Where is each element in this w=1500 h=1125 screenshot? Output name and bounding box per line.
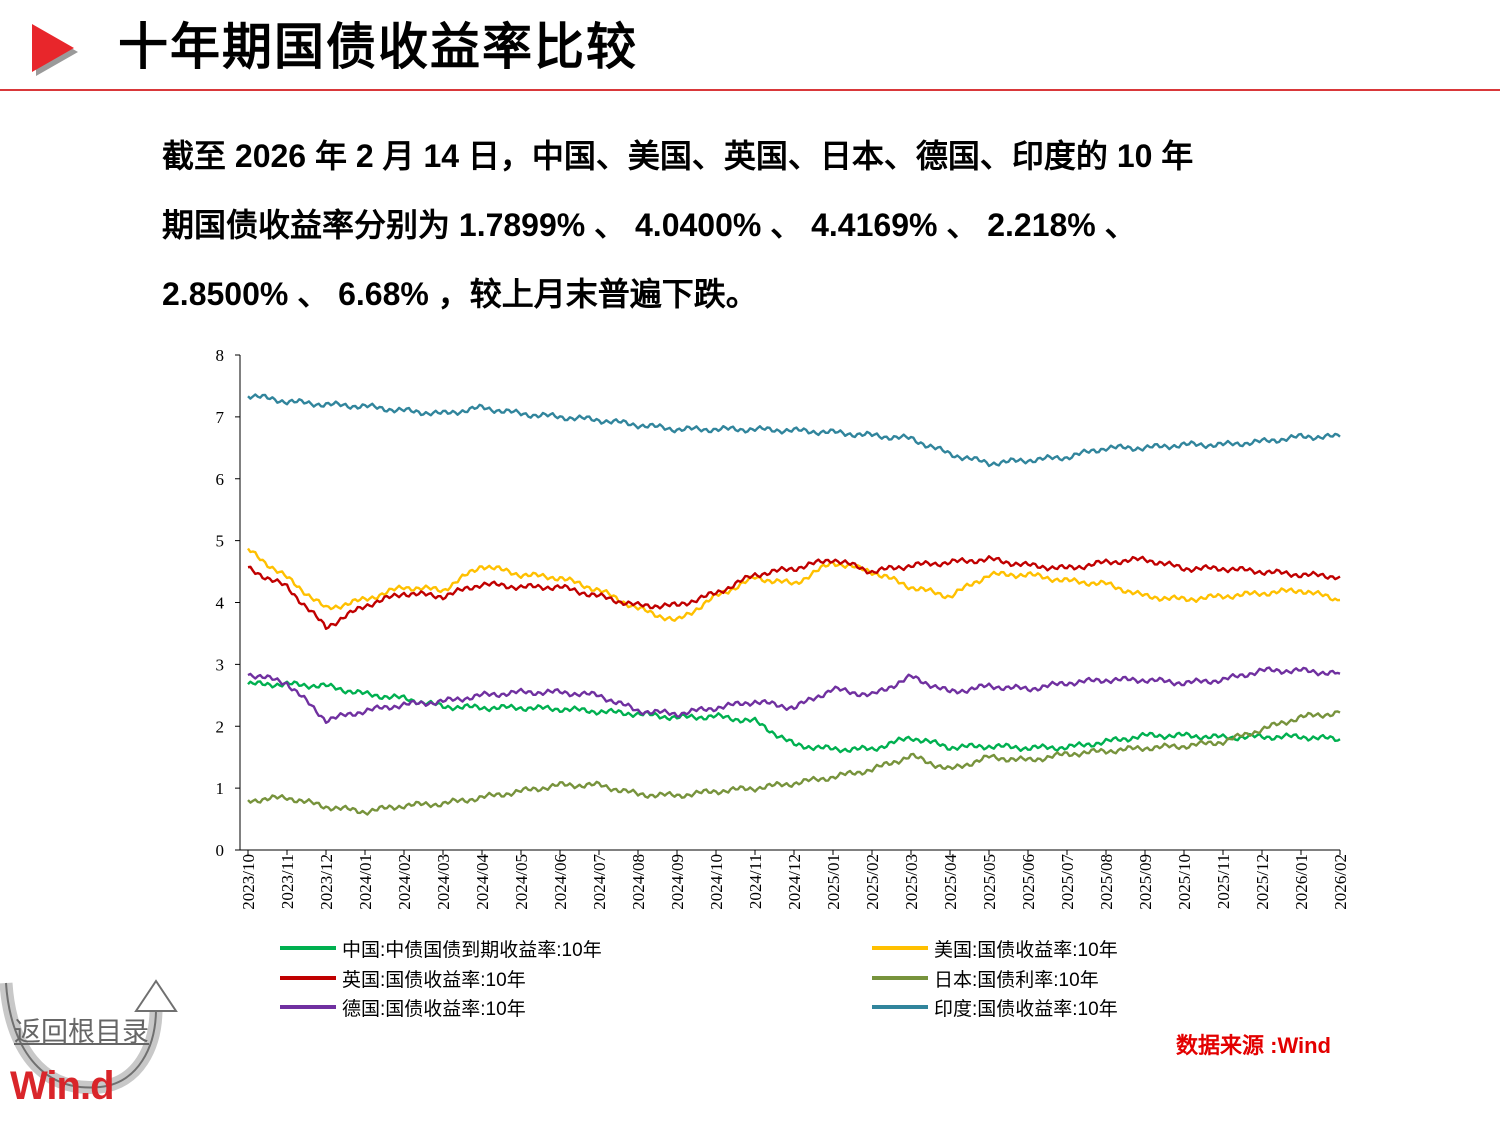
y-tick-label: 5: [216, 532, 225, 551]
curved-return-arrow-icon: [0, 979, 178, 1094]
x-tick-label: 2024/07: [590, 854, 609, 910]
x-tick-label: 2024/10: [707, 854, 726, 910]
play-triangle-icon: [32, 24, 78, 76]
y-tick-label: 4: [216, 594, 225, 613]
x-tick-label: 2025/06: [1019, 854, 1038, 910]
legend-item-5: 印度:国债收益率:10年: [872, 993, 1118, 1021]
legend-label: 印度:国债收益率:10年: [934, 998, 1118, 1020]
legend-swatch: [872, 946, 928, 950]
x-tick-label: 2024/01: [356, 854, 375, 910]
series-line-4: [247, 666, 1341, 724]
legend-item-2: 英国:国债收益率:10年: [280, 964, 526, 992]
title-divider: [0, 89, 1500, 91]
summary-line-2: 期国债收益率分别为 1.7899% 、 4.0400% 、 4.4169% 、 …: [162, 207, 1137, 243]
x-tick-label: 2024/08: [629, 854, 648, 910]
y-tick-label: 1: [216, 779, 225, 798]
summary-line-3: 2.8500% 、 6.68% ，较上月末普遍下跌。: [162, 276, 758, 312]
x-tick-label: 2025/02: [863, 854, 882, 910]
x-tick-label: 2023/11: [278, 854, 297, 909]
x-tick-label: 2025/09: [1136, 854, 1155, 910]
legend-swatch: [280, 1005, 336, 1009]
series-line-5: [247, 393, 1341, 468]
x-tick-label: 2024/05: [512, 854, 531, 910]
legend-swatch: [872, 1005, 928, 1009]
x-tick-label: 2024/11: [746, 854, 765, 909]
y-tick-label: 7: [216, 408, 225, 427]
back-to-root-link[interactable]: 返回根目录: [14, 1017, 149, 1047]
data-source: 数据来源 :Wind: [1176, 1033, 1331, 1058]
x-tick-label: 2025/12: [1253, 854, 1272, 910]
legend-label: 中国:中债国债到期收益率:10年: [342, 939, 602, 961]
legend-item-0: 中国:中债国债到期收益率:10年: [280, 934, 602, 962]
legend-item-4: 德国:国债收益率:10年: [280, 993, 526, 1021]
y-tick-label: 0: [216, 841, 225, 860]
legend-item-1: 美国:国债收益率:10年: [872, 934, 1118, 962]
legend-item-3: 日本:国债利率:10年: [872, 964, 1099, 992]
yield-line-chart: 0 1 2 3 4 5 6 7 8 2023/10 2023/11 2023/12 2024/01 202…: [216, 346, 1351, 910]
x-tick-label: 2026/01: [1292, 854, 1311, 910]
x-tick-label: 2025/08: [1097, 854, 1116, 910]
series-line-2: [247, 555, 1341, 630]
y-tick-label: 6: [216, 470, 225, 489]
x-tick-label: 2024/12: [785, 854, 804, 910]
summary-text: 截至 2026 年 2 月 14 日，中国、美国、英国、日本、德国、印度的 10…: [162, 122, 1372, 329]
x-tick-label: 2023/12: [317, 854, 336, 910]
summary-line-1: 截至 2026 年 2 月 14 日，中国、美国、英国、日本、德国、印度的 10…: [162, 138, 1194, 174]
chart-legend: 中国:中债国债到期收益率:10年 美国:国债收益率:10年英国:国债收益率:10年…: [280, 934, 1260, 1024]
legend-label: 日本:国债利率:10年: [934, 969, 1099, 991]
page-title: 十年期国债收益率比较: [118, 19, 638, 75]
legend-label: 德国:国债收益率:10年: [342, 998, 526, 1020]
series-line-0: [247, 680, 1341, 754]
x-tick-label: 2024/06: [551, 854, 570, 910]
x-tick-label: 2025/01: [824, 854, 843, 910]
x-tick-label: 2025/07: [1058, 854, 1077, 910]
legend-swatch: [872, 976, 928, 980]
legend-label: 美国:国债收益率:10年: [934, 939, 1118, 961]
y-tick-label: 3: [216, 655, 225, 674]
series-line-3: [247, 710, 1341, 816]
x-tick-label: 2024/09: [668, 854, 687, 910]
x-tick-label: 2025/05: [980, 854, 999, 910]
series-line-1: [247, 547, 1341, 622]
x-tick-label: 2025/03: [902, 854, 921, 910]
legend-swatch: [280, 946, 336, 950]
x-tick-label: 2024/02: [395, 854, 414, 910]
x-tick-label: 2025/10: [1175, 854, 1194, 910]
y-tick-label: 8: [216, 346, 225, 365]
x-tick-label: 2025/11: [1214, 854, 1233, 909]
x-tick-label: 2025/04: [941, 854, 960, 910]
legend-label: 英国:国债收益率:10年: [342, 969, 526, 991]
x-tick-label: 2024/03: [434, 854, 453, 910]
legend-swatch: [280, 976, 336, 980]
x-tick-label: 2026/02: [1331, 854, 1350, 910]
x-tick-label: 2024/04: [473, 854, 492, 910]
wind-logo: Win.d: [10, 1064, 114, 1108]
x-tick-label: 2023/10: [239, 854, 258, 910]
y-tick-label: 2: [216, 717, 225, 736]
